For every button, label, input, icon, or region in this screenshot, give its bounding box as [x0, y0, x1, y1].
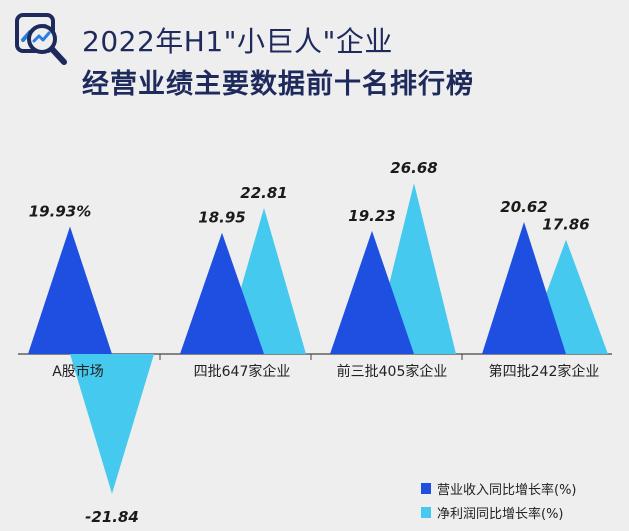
legend-item-profit: 净利润同比增长率(%)	[421, 500, 577, 524]
data-label-revenue-0: 19.93%	[29, 202, 91, 220]
chart-title: 2022年H1"小巨人"企业	[82, 25, 393, 58]
data-label-profit-1: 22.81	[240, 184, 287, 202]
data-label-revenue-1: 18.95	[198, 209, 245, 227]
legend-item-revenue: 营业收入同比增长率(%)	[421, 476, 577, 500]
magnifier-chart-icon	[15, 13, 67, 65]
category-label-2: 前三批405家企业	[337, 363, 448, 380]
data-label-revenue-2: 19.23	[348, 207, 395, 225]
category-label-0: A股市场	[52, 363, 104, 380]
category-label-3: 第四批242家企业	[489, 363, 600, 380]
legend-label-revenue: 营业收入同比增长率(%)	[437, 482, 577, 498]
chart-legend: 营业收入同比增长率(%) 净利润同比增长率(%)	[421, 476, 577, 524]
bar-profit-0	[70, 354, 154, 494]
legend-swatch-revenue	[421, 482, 431, 494]
legend-label-profit: 净利润同比增长率(%)	[437, 506, 564, 522]
data-label-profit-2: 26.68	[390, 159, 437, 177]
chart-subtitle: 经营业绩主要数据前十名排行榜	[82, 69, 474, 100]
bar-revenue-1	[180, 232, 264, 354]
chart-header: 2022年H1"小巨人"企业 经营业绩主要数据前十名排行榜	[0, 0, 629, 110]
bar-revenue-3	[482, 222, 566, 354]
bar-revenue-0	[28, 226, 112, 354]
category-label-1: 四批647家企业	[194, 363, 291, 380]
data-label-profit-3: 17.86	[542, 216, 589, 234]
legend-swatch-profit	[421, 506, 431, 518]
data-label-profit-0: -21.84	[85, 508, 139, 526]
bar-revenue-2	[330, 230, 414, 354]
data-label-revenue-3: 20.62	[500, 198, 547, 216]
